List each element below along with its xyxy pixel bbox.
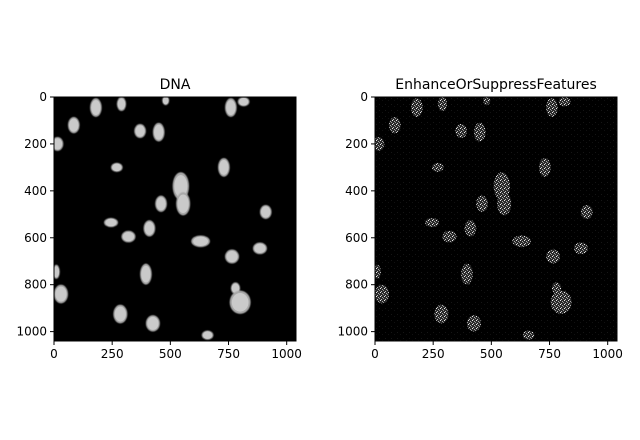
nucleus-texture <box>375 136 385 151</box>
nucleus-texture <box>580 204 593 219</box>
image-background <box>54 97 296 341</box>
nuclei-layer <box>375 97 593 340</box>
nucleus-texture <box>476 195 488 212</box>
y-tick-label: 0 <box>39 90 47 104</box>
nucleus-texture <box>442 230 457 243</box>
nucleus-core <box>147 316 159 330</box>
nucleus-core <box>112 163 122 172</box>
nucleus-core <box>144 221 155 235</box>
nucleus-texture <box>558 97 571 107</box>
x-tick-label: 1000 <box>271 347 302 361</box>
nucleus-core <box>202 331 213 339</box>
nucleus-texture <box>546 98 558 117</box>
x-tick-label: 0 <box>371 347 379 361</box>
panel-dna: DNA 0 250 500 750 1000 0 200 400 600 800 1000 <box>16 77 302 361</box>
nucleus-texture <box>388 117 401 134</box>
y-tick-label: 200 <box>345 137 368 151</box>
nucleus-core <box>114 306 126 322</box>
y-axis: 0 200 400 600 800 1000 <box>16 90 54 339</box>
x-tick-label: 750 <box>538 347 561 361</box>
nucleus-core <box>117 98 126 110</box>
y-tick-label: 400 <box>24 184 47 198</box>
nucleus-texture <box>461 263 473 285</box>
image-area <box>374 96 618 342</box>
y-tick-label: 1000 <box>337 325 368 339</box>
nucleus-core <box>226 100 236 116</box>
nucleus-core <box>177 194 189 214</box>
x-tick-label: 500 <box>480 347 503 361</box>
nucleus-core <box>55 286 67 302</box>
nucleus-core <box>122 231 135 242</box>
nucleus-core <box>156 197 166 211</box>
nucleus-texture <box>522 330 535 340</box>
y-tick-label: 800 <box>24 278 47 292</box>
nucleus-core <box>231 292 249 312</box>
nucleus-texture <box>434 304 449 324</box>
nucleus-texture <box>464 220 477 237</box>
nucleus-texture <box>512 235 531 248</box>
y-tick-label: 0 <box>360 90 368 104</box>
nucleus-core <box>154 124 164 140</box>
nucleus-core <box>69 118 79 132</box>
nucleus-texture <box>411 98 423 117</box>
nucleus-texture <box>432 162 444 173</box>
y-tick-label: 200 <box>24 137 47 151</box>
nucleus-core <box>219 159 229 175</box>
nucleus-texture <box>375 264 381 279</box>
x-tick-label: 0 <box>50 347 58 361</box>
nucleus-core <box>135 125 145 137</box>
y-axis: 0 200 400 600 800 1000 <box>337 90 375 339</box>
nucleus-core <box>54 138 63 150</box>
nucleus-texture <box>455 124 467 138</box>
x-axis: 0 250 500 750 1000 <box>50 341 302 361</box>
y-tick-label: 800 <box>345 278 368 292</box>
nucleus-texture <box>425 217 439 228</box>
nucleus-texture <box>466 315 481 332</box>
x-tick-label: 500 <box>159 347 182 361</box>
x-tick-label: 250 <box>422 347 445 361</box>
nucleus-core <box>91 100 101 116</box>
nucleus-core <box>141 265 151 283</box>
y-tick-label: 1000 <box>16 325 47 339</box>
nucleus-core <box>105 218 117 227</box>
nucleus-core <box>238 97 249 106</box>
nucleus-core <box>254 243 266 253</box>
axes-frame <box>53 96 297 342</box>
x-tick-label: 750 <box>217 347 240 361</box>
y-tick-label: 400 <box>345 184 368 198</box>
nucleus-texture <box>539 158 551 177</box>
panel-title: EnhanceOrSuppressFeatures <box>395 77 597 93</box>
y-tick-label: 600 <box>24 231 47 245</box>
nucleus-core <box>226 250 238 263</box>
nucleus-texture <box>375 284 389 304</box>
nucleus-core <box>261 206 271 218</box>
nucleus-texture <box>497 192 512 216</box>
panel-enhanced: EnhanceOrSuppressFeatures 0 250 500 750 1000… <box>337 77 623 361</box>
image-area <box>53 96 297 342</box>
nucleus-texture <box>573 242 588 255</box>
axes-frame <box>374 96 618 342</box>
nucleus-texture <box>437 97 448 112</box>
nuclei-layer <box>54 97 272 340</box>
nucleus-core <box>162 97 169 105</box>
nucleus-core <box>193 236 209 246</box>
x-tick-label: 250 <box>101 347 124 361</box>
nucleus-texture <box>550 290 572 314</box>
x-axis: 0 250 500 750 1000 <box>371 341 623 361</box>
panel-title: DNA <box>160 77 191 93</box>
nucleus-core <box>54 266 60 278</box>
x-tick-label: 1000 <box>592 347 623 361</box>
nucleus-texture <box>483 97 491 106</box>
nucleus-texture <box>546 249 560 264</box>
nucleus-core <box>231 283 240 293</box>
nucleus-core <box>174 174 188 198</box>
image-background <box>375 97 617 341</box>
y-tick-label: 600 <box>345 231 368 245</box>
nucleus-texture <box>473 122 486 142</box>
